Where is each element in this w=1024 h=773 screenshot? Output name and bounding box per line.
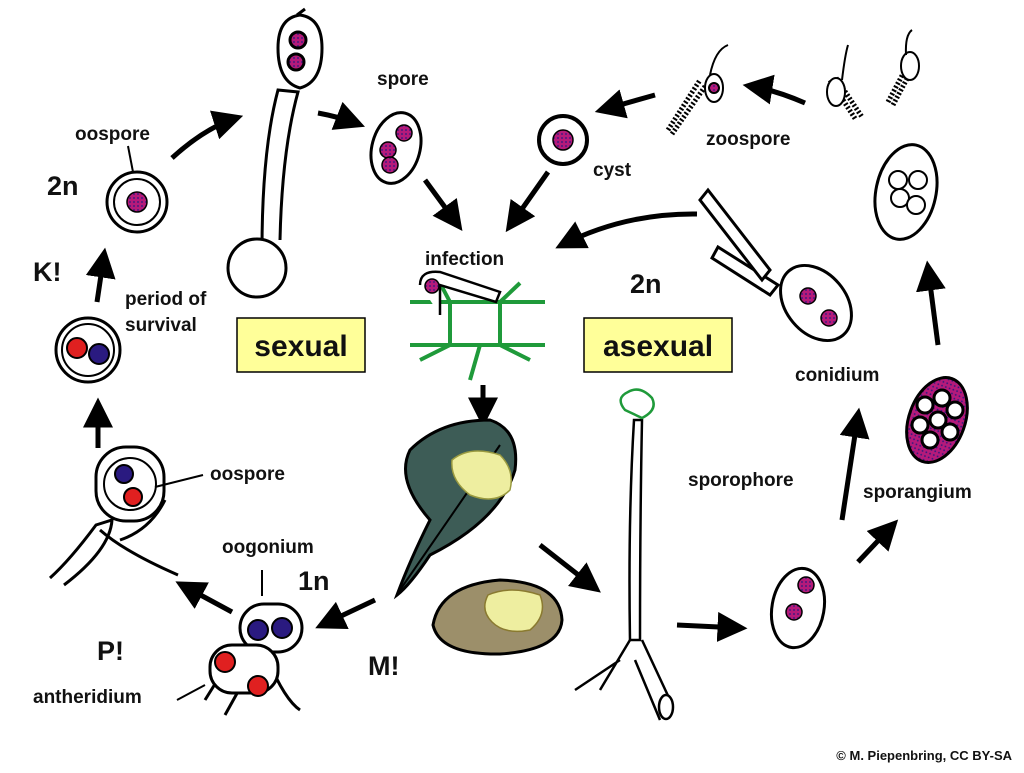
arrow-leaf-to-sporophore <box>538 543 601 593</box>
fertilized-oogonium <box>48 445 204 587</box>
two-n-left-label: 2n <box>47 171 79 201</box>
conidium-cell <box>698 187 853 343</box>
arrow-up-to-conidium <box>839 407 870 521</box>
oogonium-label: oogonium <box>222 537 314 558</box>
zoospores <box>665 29 920 136</box>
k-mark-label: K! <box>33 257 62 287</box>
conidium-label: conidium <box>795 365 879 386</box>
sexual-label: sexual <box>254 330 347 363</box>
arrow-to-gametangia <box>315 597 377 629</box>
asexual-box: asexual <box>583 317 733 373</box>
period-of-label: period of <box>125 289 207 310</box>
m-mark-label: M! <box>368 651 399 681</box>
arrow-conidium-to-infection <box>555 211 698 249</box>
sporophore-label: sporophore <box>688 470 794 491</box>
infected-leaf <box>393 418 518 600</box>
credit-text: © M. Piepenbring, CC BY-SA <box>836 748 1012 763</box>
germinating-oospore <box>226 7 324 299</box>
cyst-cell <box>537 114 589 166</box>
oospore-diploid-top <box>105 145 169 234</box>
sporophore <box>574 388 675 721</box>
arrow-zygote-up <box>85 247 116 303</box>
arrow-sporangium-to-upper <box>856 519 899 564</box>
infection-label: infection <box>425 249 504 270</box>
arrow-gametangia-to-fertilized <box>175 581 234 615</box>
spore-label: spore <box>377 69 429 90</box>
sexual-box: sexual <box>236 317 366 373</box>
zygote-two-nuclei <box>54 316 122 384</box>
survival-label: survival <box>125 315 197 336</box>
two-n-right-label: 2n <box>630 269 662 299</box>
infected-potato <box>431 578 564 656</box>
arrow-sporophore-to-sporangium <box>676 611 748 642</box>
arrow-sporangium-release <box>742 74 806 106</box>
sporangium-zoospores-upper <box>873 143 939 241</box>
arrow-zoospore-to-cyst <box>594 89 656 119</box>
arrow-cyst-to-infection <box>505 170 551 233</box>
antheridium-oogonium <box>176 570 304 716</box>
arrow-spore-to-infection <box>422 178 463 232</box>
infection-site <box>410 270 545 381</box>
cyst-label: cyst <box>593 160 632 181</box>
arrow-oospore-to-germination <box>170 110 244 160</box>
arrow-germination-to-spore <box>317 101 365 130</box>
sporangium-lower <box>769 566 827 650</box>
antheridium-label: antheridium <box>33 687 142 708</box>
zoospore-label: zoospore <box>706 129 790 150</box>
spore-cell <box>369 111 423 185</box>
p-mark-label: P! <box>97 636 124 666</box>
cycle-arrows <box>83 74 946 642</box>
sporangium-zoospores-lower <box>905 376 969 464</box>
arrow-up-to-zoosporangium <box>916 260 946 346</box>
one-n-label: 1n <box>298 566 330 596</box>
oospore-top-label: oospore <box>75 124 150 145</box>
oospore-lower-label: oospore <box>210 464 285 485</box>
asexual-label: asexual <box>603 330 713 363</box>
sporangium-label: sporangium <box>863 482 972 503</box>
